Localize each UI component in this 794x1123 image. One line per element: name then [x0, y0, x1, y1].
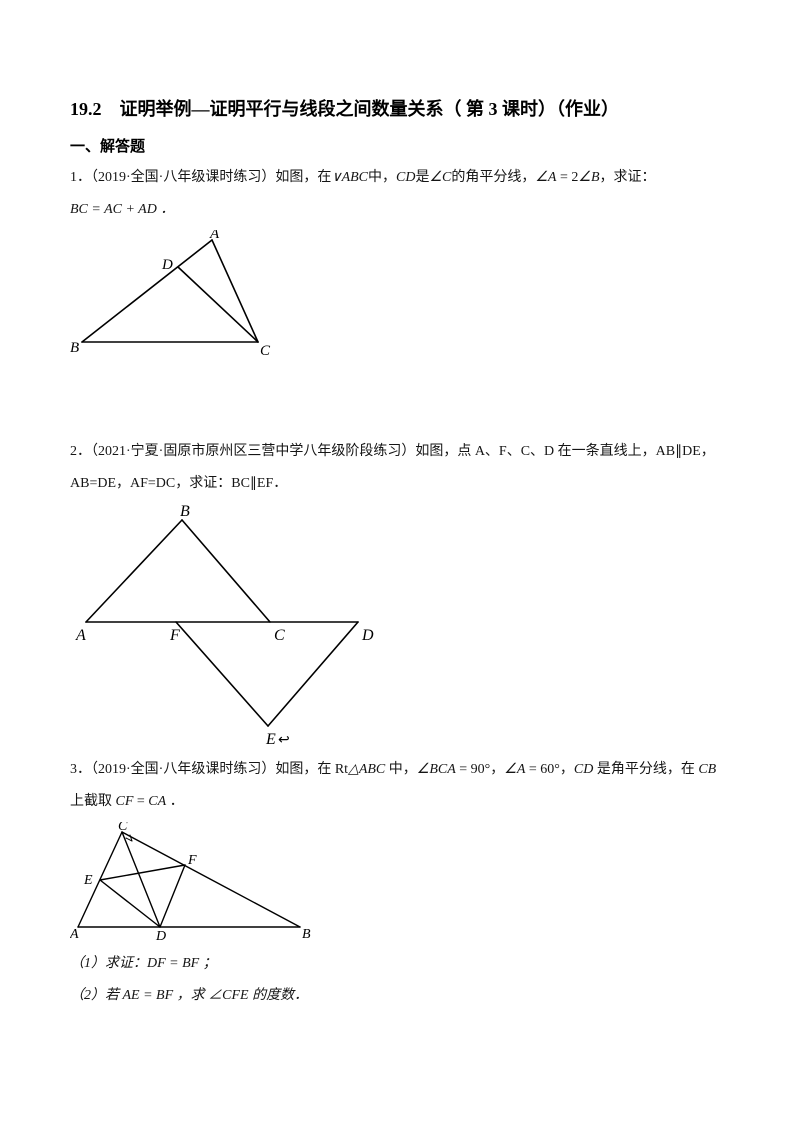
q3-cb: CB [698, 762, 716, 777]
q1-cd: CD [396, 170, 415, 185]
q2-figure: A F C D B E↩ [70, 504, 724, 746]
q3-ca: CA [148, 794, 166, 809]
q3-angbca: ∠BCA [417, 762, 456, 777]
q2-line1: 2．（2021·宁夏·固原市原州区三营中学八年级阶段练习）如图，点 A、F、C、… [70, 438, 724, 466]
q3-sub1-text: （1）求证：DF = BF ； [70, 956, 217, 971]
q3-l1c: 是角平分线，在 [593, 762, 698, 777]
svg-text:B: B [70, 340, 79, 356]
q3-cf: CF [116, 794, 134, 809]
svg-text:D: D [161, 257, 173, 273]
svg-text:A: A [209, 230, 220, 242]
svg-text:B: B [180, 504, 190, 520]
q3-tri: △ABC [348, 762, 385, 777]
svg-text:C: C [118, 822, 128, 834]
q2-line2: AB=DE，AF=DC，求证：BC∥EF． [70, 470, 724, 498]
q3-cd: CD [574, 762, 593, 777]
svg-text:A: A [70, 927, 79, 940]
q1-l1c: 是 [415, 170, 429, 185]
q3-eq60: = 60°， [525, 762, 574, 777]
svg-text:E: E [83, 873, 93, 888]
q1-angb: ∠B [578, 170, 599, 185]
q1-angc: ∠C [429, 170, 451, 185]
page-title: 19.2 证明举例—证明平行与线段之间数量关系（ 第 3 课时）（作业） [70, 95, 724, 121]
q3-l2b: ． [166, 794, 184, 809]
svg-text:E: E [265, 731, 276, 746]
svg-text:A: A [75, 627, 86, 644]
q3-sub1: （1）求证：DF = BF ； [70, 950, 724, 978]
spacer [70, 368, 724, 438]
svg-text:D: D [155, 929, 166, 940]
q1-anga: ∠A [535, 170, 556, 185]
q1-tri: ∨ABC [331, 170, 368, 185]
q1-l1b: 中， [368, 170, 396, 185]
q3-line2: 上截取 CF = CA ． [70, 788, 724, 816]
svg-text:F: F [169, 627, 180, 644]
q3-text: 3．（2019·全国·八年级课时练习）如图，在 Rt△ABC 中，∠BCA = … [70, 756, 724, 784]
svg-text:C: C [274, 627, 285, 644]
q3-eq: = [133, 794, 148, 809]
q1-l1e: ，求证： [600, 170, 656, 185]
q3-l2a: 上截取 [70, 794, 116, 809]
q1-l1a: 1．（2019·全国·八年级课时练习）如图，在 [70, 170, 331, 185]
q1-l1d: 的角平分线， [451, 170, 535, 185]
q3-l1b: 中， [385, 762, 417, 777]
q1-line2: BC = AC + AD ． [70, 196, 724, 224]
section-heading: 一、解答题 [70, 135, 724, 156]
svg-text:F: F [187, 853, 197, 868]
q3-sub2-text: （2）若 AE = BF ，求 ∠CFE 的度数． [70, 988, 308, 1003]
svg-text:C: C [260, 343, 271, 358]
q1-text: 1．（2019·全国·八年级课时练习）如图，在∨ABC中，CD是∠C的角平分线，… [70, 164, 724, 192]
q1-eq: = 2 [556, 170, 578, 185]
q3-eq90: = 90°， [456, 762, 505, 777]
q1-eqn: BC = AC + AD ． [70, 202, 174, 217]
q3-anga: ∠A [504, 762, 525, 777]
q3-l1a: 3．（2019·全国·八年级课时练习）如图，在 Rt [70, 762, 348, 777]
svg-text:D: D [361, 627, 374, 644]
q3-sub2: （2）若 AE = BF ，求 ∠CFE 的度数． [70, 982, 724, 1010]
q3-figure: A B C D E F [70, 822, 724, 940]
svg-text:B: B [302, 927, 311, 940]
svg-text:↩: ↩ [278, 733, 290, 746]
q1-figure: A B C D [70, 230, 724, 358]
